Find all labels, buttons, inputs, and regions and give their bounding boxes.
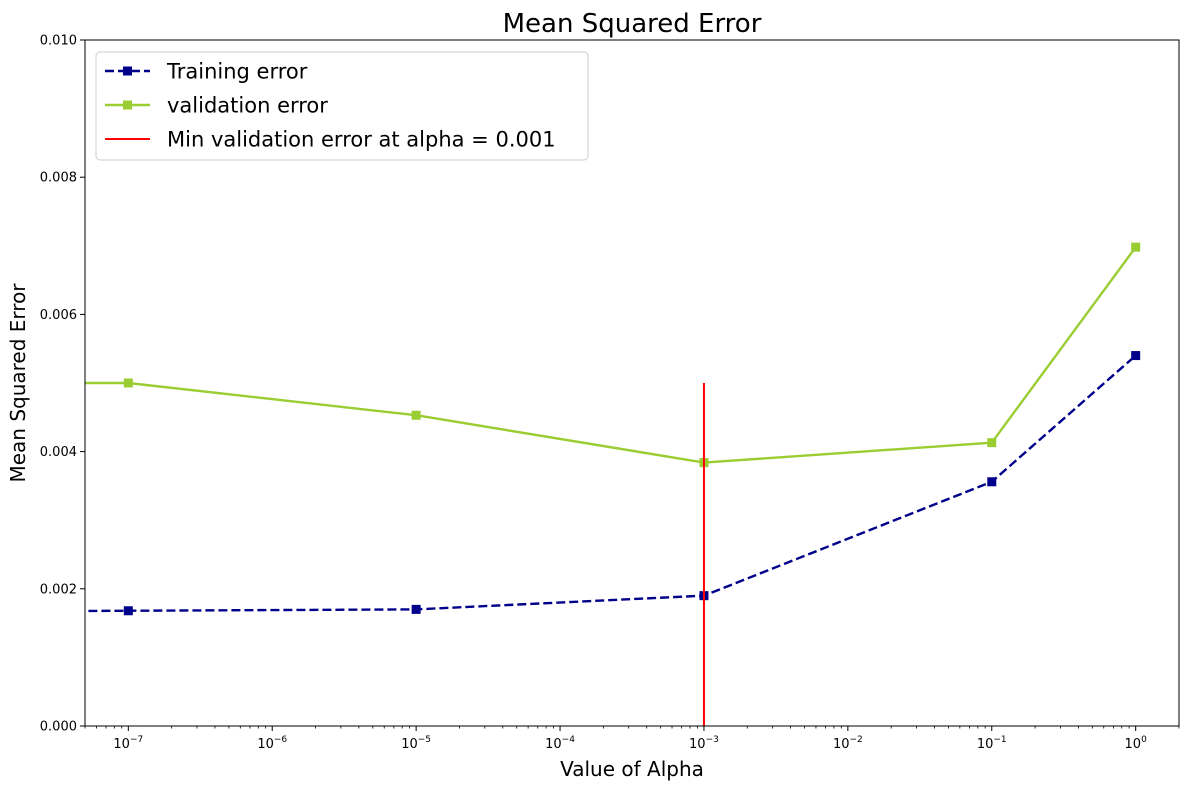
x-tick-label-7: 100	[1125, 735, 1148, 752]
x-tick-label-3: 10−4	[545, 735, 575, 752]
x-tick-label-6: 10−1	[977, 735, 1007, 752]
x-tick-label-2: 10−5	[401, 735, 431, 752]
x-tick-label-5: 10−2	[833, 735, 863, 752]
series-0-point-5	[1131, 351, 1141, 361]
chart-title: Mean Squared Error	[503, 9, 762, 39]
series-0-point-4	[987, 477, 997, 487]
legend-frame	[95, 51, 589, 161]
y-axis: 0.000 0.002 0.004 0.006 0.008 0.010	[40, 34, 85, 735]
y-axis-label: Mean Squared Error	[6, 283, 30, 483]
series-1-point-4	[987, 438, 997, 448]
y-tick-label-0: 0.000	[40, 720, 77, 735]
x-tick-label-1: 10−6	[257, 735, 287, 752]
series-0-point-2	[411, 604, 421, 614]
y-tick-label-3: 0.006	[40, 308, 77, 323]
legend-label-2: Min validation error at alpha = 0.001	[167, 128, 556, 152]
legend-label-0: Training error	[166, 60, 308, 84]
y-tick-label-4: 0.008	[40, 171, 77, 186]
series-1-point-1	[123, 378, 133, 388]
y-tick-label-5: 0.010	[40, 34, 77, 49]
legend-label-1: validation error	[167, 94, 328, 118]
x-tick-label-0: 10−7	[113, 735, 143, 752]
series-line-1	[85, 246, 1137, 464]
plot-frame	[84, 39, 1180, 727]
y-tick-label-1: 0.002	[40, 582, 77, 597]
series-line-0	[85, 354, 1137, 613]
y-tick-label-2: 0.004	[40, 445, 77, 460]
legend-marker-0	[123, 66, 132, 76]
legend-marker-1	[123, 100, 132, 110]
x-tick-label-4: 10−3	[689, 735, 719, 752]
plot-area	[85, 242, 1141, 726]
series-0-point-1	[123, 606, 133, 616]
series-1-point-5	[1131, 242, 1141, 252]
x-axis: 10−7 10−6 10−5 10−4 10−3 10−2 10−1 100	[84, 726, 1180, 752]
legend: Training error validation error Min valida…	[95, 51, 589, 161]
series-1-point-2	[411, 410, 421, 420]
x-axis-label: Value of Alpha	[560, 757, 704, 781]
